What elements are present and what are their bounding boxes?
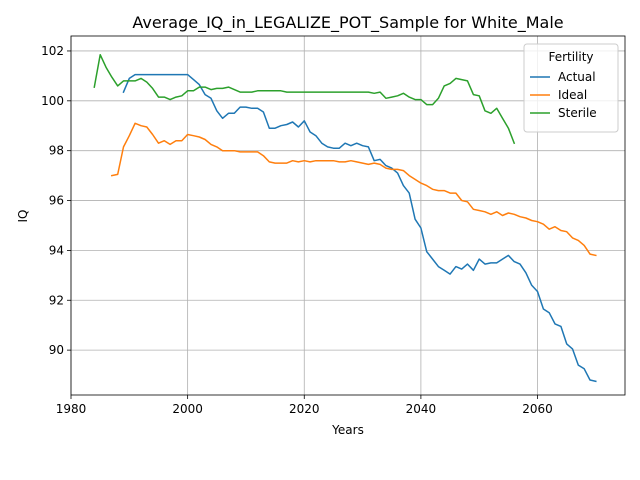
axes-frame [70, 35, 626, 396]
y-axis-label: IQ [16, 210, 30, 223]
axis-ticks: 1980 2000 2020 2040 2060 90 92 94 96 98 100 102 [41, 44, 553, 416]
chart-title: Average_IQ_in_LEGALIZE_POT_Sample for Wh… [132, 13, 563, 33]
x-tick-label: 2000 [172, 402, 203, 416]
y-tick-label: 94 [49, 243, 64, 257]
y-tick-label: 100 [41, 94, 64, 108]
legend-box [523, 43, 619, 133]
y-tick-label: 98 [49, 144, 64, 158]
legend-label-sterile: Sterile [558, 106, 597, 120]
x-tick-label: 2060 [522, 402, 553, 416]
x-axis-label: Years [331, 423, 364, 437]
legend-label-ideal: Ideal [558, 88, 587, 102]
plot-area [93, 53, 597, 383]
y-tick-label: 96 [49, 194, 64, 208]
series-line-actual [122, 73, 597, 383]
legend: Fertility Actual Ideal Sterile [523, 43, 619, 133]
series-line-sterile [93, 53, 516, 145]
y-tick-label: 102 [41, 44, 64, 58]
y-tick-label: 92 [49, 293, 64, 307]
legend-title: Fertility [548, 50, 593, 64]
grid [70, 36, 625, 395]
legend-label-actual: Actual [558, 70, 596, 84]
x-tick-label: 2040 [406, 402, 437, 416]
series-line-ideal [110, 122, 597, 257]
x-tick-label: 2020 [289, 402, 320, 416]
x-tick-label: 1980 [56, 402, 87, 416]
y-tick-label: 90 [49, 343, 64, 357]
